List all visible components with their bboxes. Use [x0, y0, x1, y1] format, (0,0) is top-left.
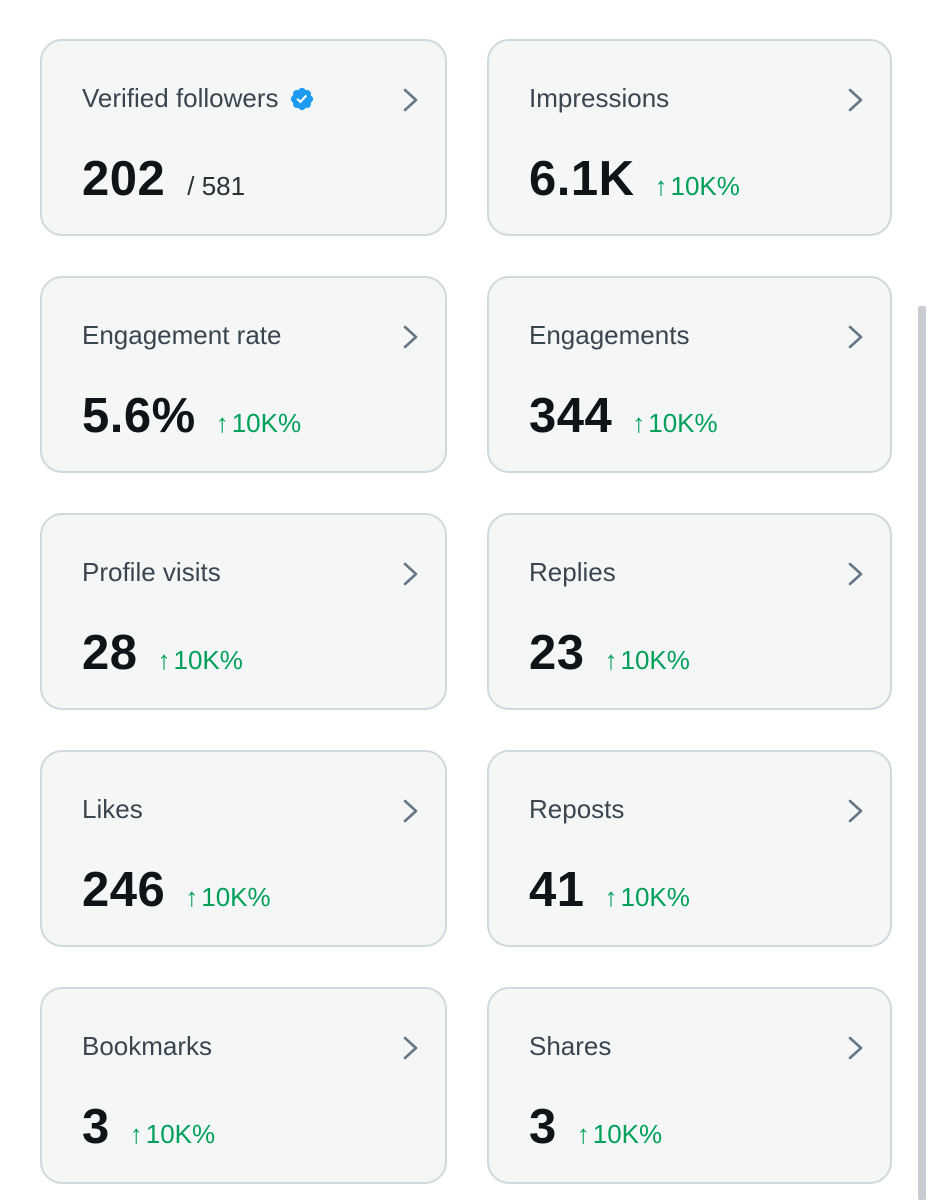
- metric-change: ↑ 10K%: [216, 408, 301, 439]
- chevron-right-icon: [403, 562, 418, 586]
- metric-value: 41: [529, 863, 585, 917]
- arrow-up-icon: ↑: [185, 882, 199, 912]
- card-verified-followers[interactable]: Verified followers 202 / 581: [40, 39, 447, 236]
- card-title-label: Engagements: [529, 320, 690, 350]
- card-title-label: Bookmarks: [82, 1031, 213, 1061]
- metric-total: / 581: [187, 171, 246, 201]
- metric-change-value: 10K%: [173, 645, 243, 675]
- metric-value: 5.6%: [82, 389, 196, 443]
- metric-value-row: 3 ↑ 10K%: [82, 1099, 215, 1155]
- card-title-label: Impressions: [529, 83, 670, 113]
- arrow-up-icon: ↑: [129, 1119, 143, 1149]
- card-title: Reposts: [529, 794, 624, 825]
- chevron-right-icon: [848, 325, 863, 349]
- metric-value: 6.1K: [529, 152, 635, 206]
- metric-change-value: 10K%: [670, 171, 740, 201]
- metric-value-row: 28 ↑ 10K%: [82, 625, 243, 681]
- metric-value-row: 23 ↑ 10K%: [529, 625, 690, 681]
- card-title: Bookmarks: [82, 1031, 212, 1062]
- metric-value: 344: [529, 389, 613, 443]
- arrow-up-icon: ↑: [604, 645, 618, 675]
- card-title-label: Verified followers: [82, 83, 279, 113]
- verified-badge-icon: [290, 87, 313, 110]
- card-title: Profile visits: [82, 557, 221, 588]
- card-shares[interactable]: Shares 3 ↑ 10K%: [487, 987, 892, 1184]
- card-title: Verified followers: [82, 83, 315, 114]
- metric-value-row: 344 ↑ 10K%: [529, 388, 718, 444]
- metric-value: 3: [529, 1100, 557, 1154]
- metric-value-row: 5.6% ↑ 10K%: [82, 388, 301, 444]
- metric-change: ↑ 10K%: [158, 645, 243, 676]
- metric-value-row: 202 / 581: [82, 151, 245, 207]
- card-profile-visits[interactable]: Profile visits 28 ↑ 10K%: [40, 513, 447, 710]
- card-title: Shares: [529, 1031, 611, 1062]
- metrics-grid: Verified followers 202 / 581 Impressions: [40, 39, 892, 1184]
- metric-value: 28: [82, 626, 138, 680]
- arrow-up-icon: ↑: [215, 408, 229, 438]
- metric-change-value: 10K%: [201, 882, 271, 912]
- metric-value: 202: [82, 152, 166, 206]
- card-title-label: Shares: [529, 1031, 612, 1061]
- scrollbar[interactable]: [918, 306, 926, 1200]
- metric-change: ↑ 10K%: [655, 171, 740, 202]
- metric-change-value: 10K%: [592, 1119, 663, 1149]
- card-likes[interactable]: Likes 246 ↑ 10K%: [40, 750, 447, 947]
- card-impressions[interactable]: Impressions 6.1K ↑ 10K%: [487, 39, 892, 236]
- metric-change: ↑ 10K%: [605, 882, 690, 913]
- metric-change-value: 10K%: [145, 1119, 216, 1149]
- metric-change-value: 10K%: [231, 408, 302, 438]
- card-title-label: Reposts: [529, 794, 625, 824]
- metric-value: 3: [82, 1100, 110, 1154]
- chevron-right-icon: [403, 88, 418, 112]
- arrow-up-icon: ↑: [604, 882, 618, 912]
- chevron-right-icon: [848, 562, 863, 586]
- metric-value: 23: [529, 626, 585, 680]
- metric-change: ↑ 10K%: [185, 882, 270, 913]
- metric-change: ↑ 10K%: [605, 645, 690, 676]
- card-title-label: Engagement rate: [82, 320, 282, 350]
- card-engagement-rate[interactable]: Engagement rate 5.6% ↑ 10K%: [40, 276, 447, 473]
- card-bookmarks[interactable]: Bookmarks 3 ↑ 10K%: [40, 987, 447, 1184]
- metric-change: ↑ 10K%: [577, 1119, 662, 1150]
- chevron-right-icon: [403, 325, 418, 349]
- card-title: Impressions: [529, 83, 669, 114]
- card-replies[interactable]: Replies 23 ↑ 10K%: [487, 513, 892, 710]
- metric-change: ↑ 10K%: [632, 408, 717, 439]
- arrow-up-icon: ↑: [576, 1119, 590, 1149]
- chevron-right-icon: [403, 799, 418, 823]
- card-title: Likes: [82, 794, 143, 825]
- chevron-right-icon: [848, 1036, 863, 1060]
- metric-value-row: 41 ↑ 10K%: [529, 862, 690, 918]
- metric-change: ↑ 10K%: [130, 1119, 215, 1150]
- card-title: Engagements: [529, 320, 689, 351]
- arrow-up-icon: ↑: [632, 408, 646, 438]
- card-engagements[interactable]: Engagements 344 ↑ 10K%: [487, 276, 892, 473]
- metric-value-row: 6.1K ↑ 10K%: [529, 151, 740, 207]
- chevron-right-icon: [848, 88, 863, 112]
- card-reposts[interactable]: Reposts 41 ↑ 10K%: [487, 750, 892, 947]
- chevron-right-icon: [403, 1036, 418, 1060]
- metric-value-row: 3 ↑ 10K%: [529, 1099, 662, 1155]
- arrow-up-icon: ↑: [157, 645, 171, 675]
- card-title-label: Profile visits: [82, 557, 221, 587]
- card-title: Replies: [529, 557, 616, 588]
- card-title-label: Likes: [82, 794, 143, 824]
- metric-value: 246: [82, 863, 166, 917]
- chevron-right-icon: [848, 799, 863, 823]
- metric-change-value: 10K%: [620, 882, 690, 912]
- metric-change-value: 10K%: [648, 408, 718, 438]
- arrow-up-icon: ↑: [654, 171, 668, 201]
- card-title: Engagement rate: [82, 320, 281, 351]
- metric-value-row: 246 ↑ 10K%: [82, 862, 271, 918]
- card-title-label: Replies: [529, 557, 616, 587]
- metric-change-value: 10K%: [620, 645, 690, 675]
